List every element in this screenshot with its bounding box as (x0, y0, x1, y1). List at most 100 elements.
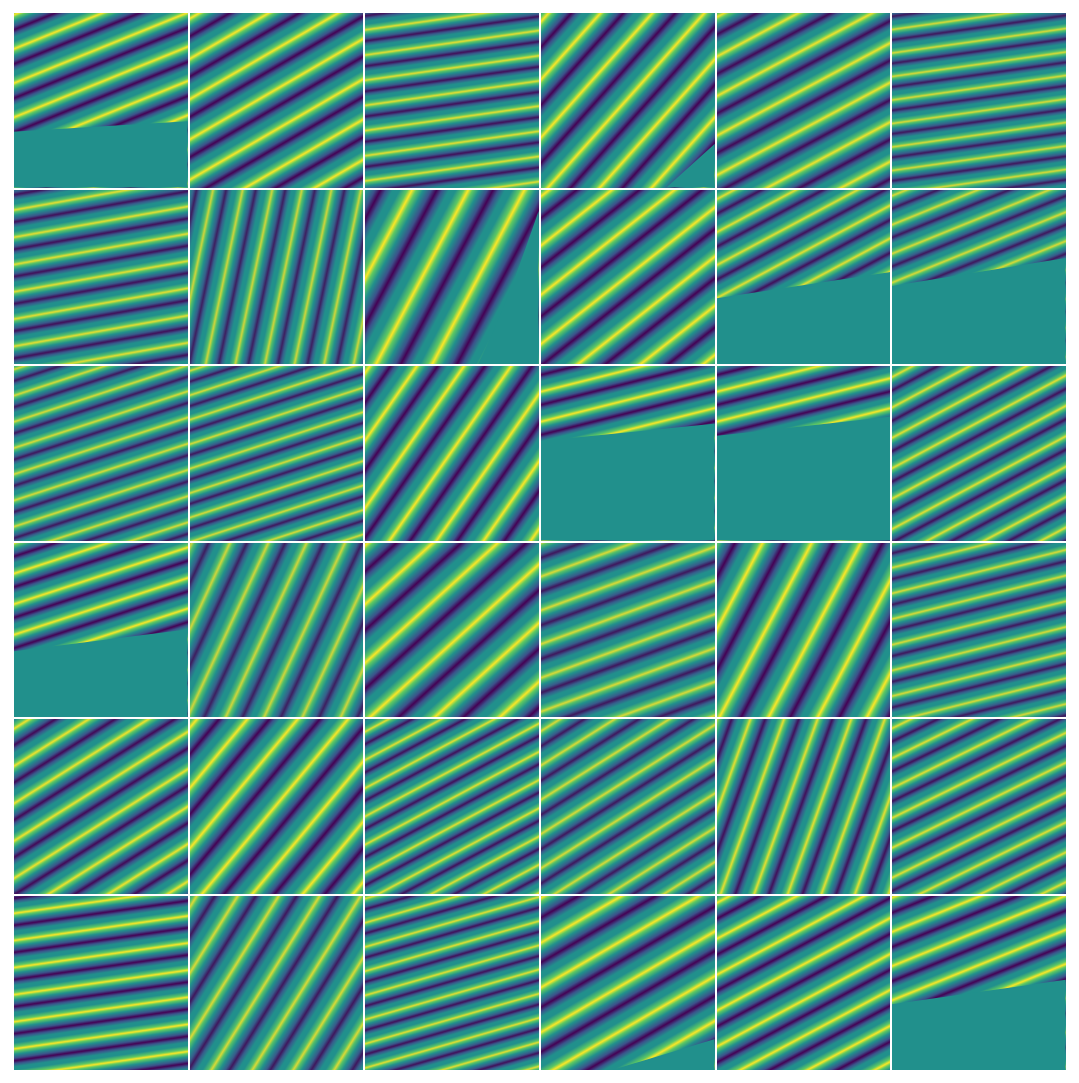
patch-image (365, 895, 539, 1070)
seismic-patch (541, 366, 715, 541)
reflector-bands (716, 13, 891, 188)
reflector-bands (189, 719, 364, 894)
seismic-patch (892, 13, 1066, 188)
patch-image (716, 366, 891, 541)
seismic-patch (14, 366, 188, 541)
seismic-patch (716, 13, 891, 188)
patch-image (365, 719, 539, 894)
seismic-patch (14, 13, 188, 188)
patch-image (189, 366, 364, 541)
patch-image (892, 366, 1066, 541)
reflector-bands (14, 366, 188, 541)
reflector-bands (892, 366, 1066, 541)
patch-image (716, 189, 891, 364)
patch-image (892, 189, 1066, 364)
patch-grid (14, 13, 1066, 1070)
reflector-bands (189, 13, 364, 188)
seismic-patch (189, 895, 364, 1070)
seismic-patch (189, 719, 364, 894)
padding-region (716, 271, 891, 364)
seismic-patch (716, 542, 891, 717)
patch-image (716, 542, 891, 717)
patch-image (14, 895, 188, 1070)
seismic-patch (189, 189, 364, 364)
patch-image (189, 189, 364, 364)
seismic-patch (541, 13, 715, 188)
patch-image (541, 542, 715, 717)
seismic-patch (541, 895, 715, 1070)
patch-image (14, 189, 188, 364)
seismic-patch (365, 719, 539, 894)
reflector-bands (189, 542, 364, 717)
seismic-patch (892, 189, 1066, 364)
patch-image (716, 13, 891, 188)
seismic-patch (541, 189, 715, 364)
patch-image (716, 895, 891, 1070)
padding-region (716, 416, 891, 541)
seismic-patch (541, 719, 715, 894)
patch-image (189, 542, 364, 717)
seismic-patch (365, 13, 539, 188)
seismic-patch (14, 719, 188, 894)
reflector-bands (541, 719, 715, 894)
seismic-patch (541, 542, 715, 717)
seismic-patch (14, 189, 188, 364)
patch-image (189, 13, 364, 188)
padding-region (14, 121, 188, 188)
reflector-bands (365, 366, 539, 541)
seismic-patch (716, 895, 891, 1070)
seismic-patch (365, 542, 539, 717)
seismic-patch (716, 719, 891, 894)
patch-image (14, 366, 188, 541)
seismic-patch (716, 366, 891, 541)
patch-image (365, 366, 539, 541)
reflector-bands (189, 895, 364, 1070)
padding-region (892, 257, 1066, 364)
patch-image (14, 13, 188, 188)
patch-image (365, 13, 539, 188)
patch-image (14, 719, 188, 894)
reflector-bands (541, 189, 715, 364)
padding-region (541, 423, 715, 541)
seismic-patch (365, 189, 539, 364)
patch-image (189, 895, 364, 1070)
padding-region (478, 210, 539, 364)
patch-image (541, 13, 715, 188)
seismic-patch (14, 895, 188, 1070)
reflector-bands (716, 719, 891, 894)
patch-image (541, 719, 715, 894)
padding-region (892, 979, 1066, 1070)
patch-image (892, 719, 1066, 894)
seismic-patch (892, 366, 1066, 541)
padding-region (610, 1038, 715, 1070)
reflector-bands (365, 895, 539, 1070)
padding-region (666, 143, 715, 188)
patch-image (365, 542, 539, 717)
seismic-patch (189, 13, 364, 188)
seismic-patch (189, 366, 364, 541)
reflector-bands (14, 189, 188, 364)
patch-image (541, 366, 715, 541)
seismic-patch (14, 542, 188, 717)
patch-image (892, 542, 1066, 717)
patch-image (716, 719, 891, 894)
reflector-bands (541, 13, 715, 188)
seismic-patch (365, 366, 539, 541)
reflector-bands (541, 542, 715, 717)
reflector-bands (892, 542, 1066, 717)
seismic-patch (716, 189, 891, 364)
reflector-bands (365, 13, 539, 188)
patch-image (892, 895, 1066, 1070)
padding-region (14, 628, 188, 717)
reflector-bands (189, 366, 364, 541)
patch-image (892, 13, 1066, 188)
reflector-bands (892, 719, 1066, 894)
seismic-patch (365, 895, 539, 1070)
patch-image (541, 895, 715, 1070)
reflector-bands (716, 895, 891, 1070)
patch-image (365, 189, 539, 364)
reflector-bands (716, 542, 891, 717)
patch-image (541, 189, 715, 364)
patch-image (14, 542, 188, 717)
seismic-patch (892, 895, 1066, 1070)
